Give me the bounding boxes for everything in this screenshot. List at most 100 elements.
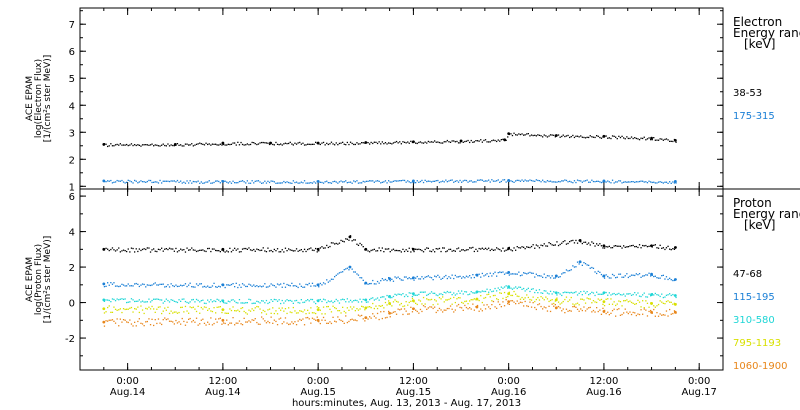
proton-point: [240, 323, 242, 325]
electron-point: [232, 180, 234, 182]
electron-point: [310, 182, 312, 184]
proton-point: [395, 277, 398, 279]
proton-point: [480, 248, 482, 250]
electron-data-point: [673, 138, 677, 142]
electron-point: [267, 142, 269, 144]
proton-point: [235, 249, 237, 251]
proton-point: [435, 300, 437, 302]
proton-point: [270, 283, 272, 285]
proton-point: [591, 302, 593, 304]
proton-point: [295, 299, 298, 302]
proton-point: [211, 324, 214, 326]
proton-point: [275, 286, 277, 288]
proton-point: [357, 301, 360, 303]
electron-point: [591, 179, 593, 181]
proton-point: [518, 295, 520, 298]
electron-point: [140, 145, 142, 147]
electron-point: [246, 143, 248, 145]
proton-point: [523, 272, 525, 274]
proton-point: [346, 238, 348, 240]
proton-point: [127, 301, 129, 303]
proton-point: [549, 277, 552, 279]
proton-point: [654, 306, 656, 308]
proton-point: [257, 286, 260, 288]
proton-point: [646, 246, 649, 248]
proton-point: [415, 294, 417, 296]
electron-point: [284, 181, 287, 184]
proton-data-point: [475, 297, 479, 301]
proton-point: [315, 285, 317, 287]
electron-point: [218, 144, 220, 146]
electron-data-point: [412, 140, 415, 144]
proton-point: [569, 299, 571, 301]
proton-data-point: [673, 278, 677, 281]
proton-point: [151, 318, 153, 320]
proton-point: [375, 283, 377, 285]
electron-point: [221, 144, 223, 146]
proton-point: [523, 298, 525, 300]
proton-point: [515, 303, 517, 305]
proton-point: [551, 293, 553, 295]
proton-point: [505, 299, 507, 301]
proton-point: [556, 294, 558, 296]
proton-point: [361, 244, 363, 246]
proton-point: [630, 245, 633, 247]
proton-point: [153, 308, 155, 310]
proton-point: [164, 307, 166, 309]
proton-point: [122, 308, 125, 310]
electron-point: [659, 138, 661, 140]
proton-point: [327, 281, 329, 283]
proton-point: [526, 246, 528, 248]
proton-point: [219, 306, 221, 308]
proton-point: [459, 297, 461, 299]
proton-point: [380, 305, 382, 307]
proton-point: [629, 245, 631, 247]
proton-point: [318, 321, 320, 323]
electron-ylabel-line: ACE EPAM: [25, 76, 35, 121]
proton-point: [276, 324, 279, 326]
proton-point: [380, 296, 382, 299]
electron-point: [551, 134, 553, 136]
proton-point: [519, 301, 522, 303]
proton-point: [288, 248, 290, 250]
proton-point: [478, 291, 480, 293]
proton-point: [469, 293, 471, 295]
electron-point: [400, 143, 402, 145]
proton-point: [610, 298, 612, 300]
electron-data-point: [316, 141, 320, 145]
proton-point: [108, 299, 110, 302]
proton-point: [167, 284, 169, 286]
electron-point: [186, 180, 188, 182]
proton-point: [334, 243, 336, 245]
proton-point: [488, 275, 490, 278]
proton-point: [216, 286, 218, 288]
electron-data-point: [412, 179, 415, 183]
proton-point: [278, 307, 280, 309]
proton-point: [483, 248, 485, 250]
proton-point: [284, 308, 287, 310]
electron-point: [537, 134, 539, 136]
proton-point: [370, 282, 372, 285]
electron-point: [348, 143, 350, 146]
proton-point: [365, 301, 368, 303]
proton-point: [391, 305, 393, 307]
proton-point: [353, 300, 355, 302]
proton-point: [648, 293, 650, 295]
proton-point: [508, 303, 510, 305]
proton-point: [402, 293, 404, 295]
proton-point: [292, 306, 294, 309]
electron-point: [415, 182, 417, 184]
electron-point: [556, 181, 558, 183]
electron-point: [480, 139, 482, 141]
x-tick-date-label: Aug.16: [491, 387, 526, 398]
electron-point: [421, 179, 423, 182]
proton-point: [605, 246, 607, 248]
proton-point: [438, 247, 441, 250]
proton-point: [141, 323, 144, 325]
proton-point: [386, 304, 388, 306]
electron-point: [135, 180, 137, 182]
electron-point: [227, 143, 229, 145]
proton-point: [173, 285, 175, 288]
proton-point: [407, 295, 409, 298]
proton-point: [261, 249, 263, 251]
